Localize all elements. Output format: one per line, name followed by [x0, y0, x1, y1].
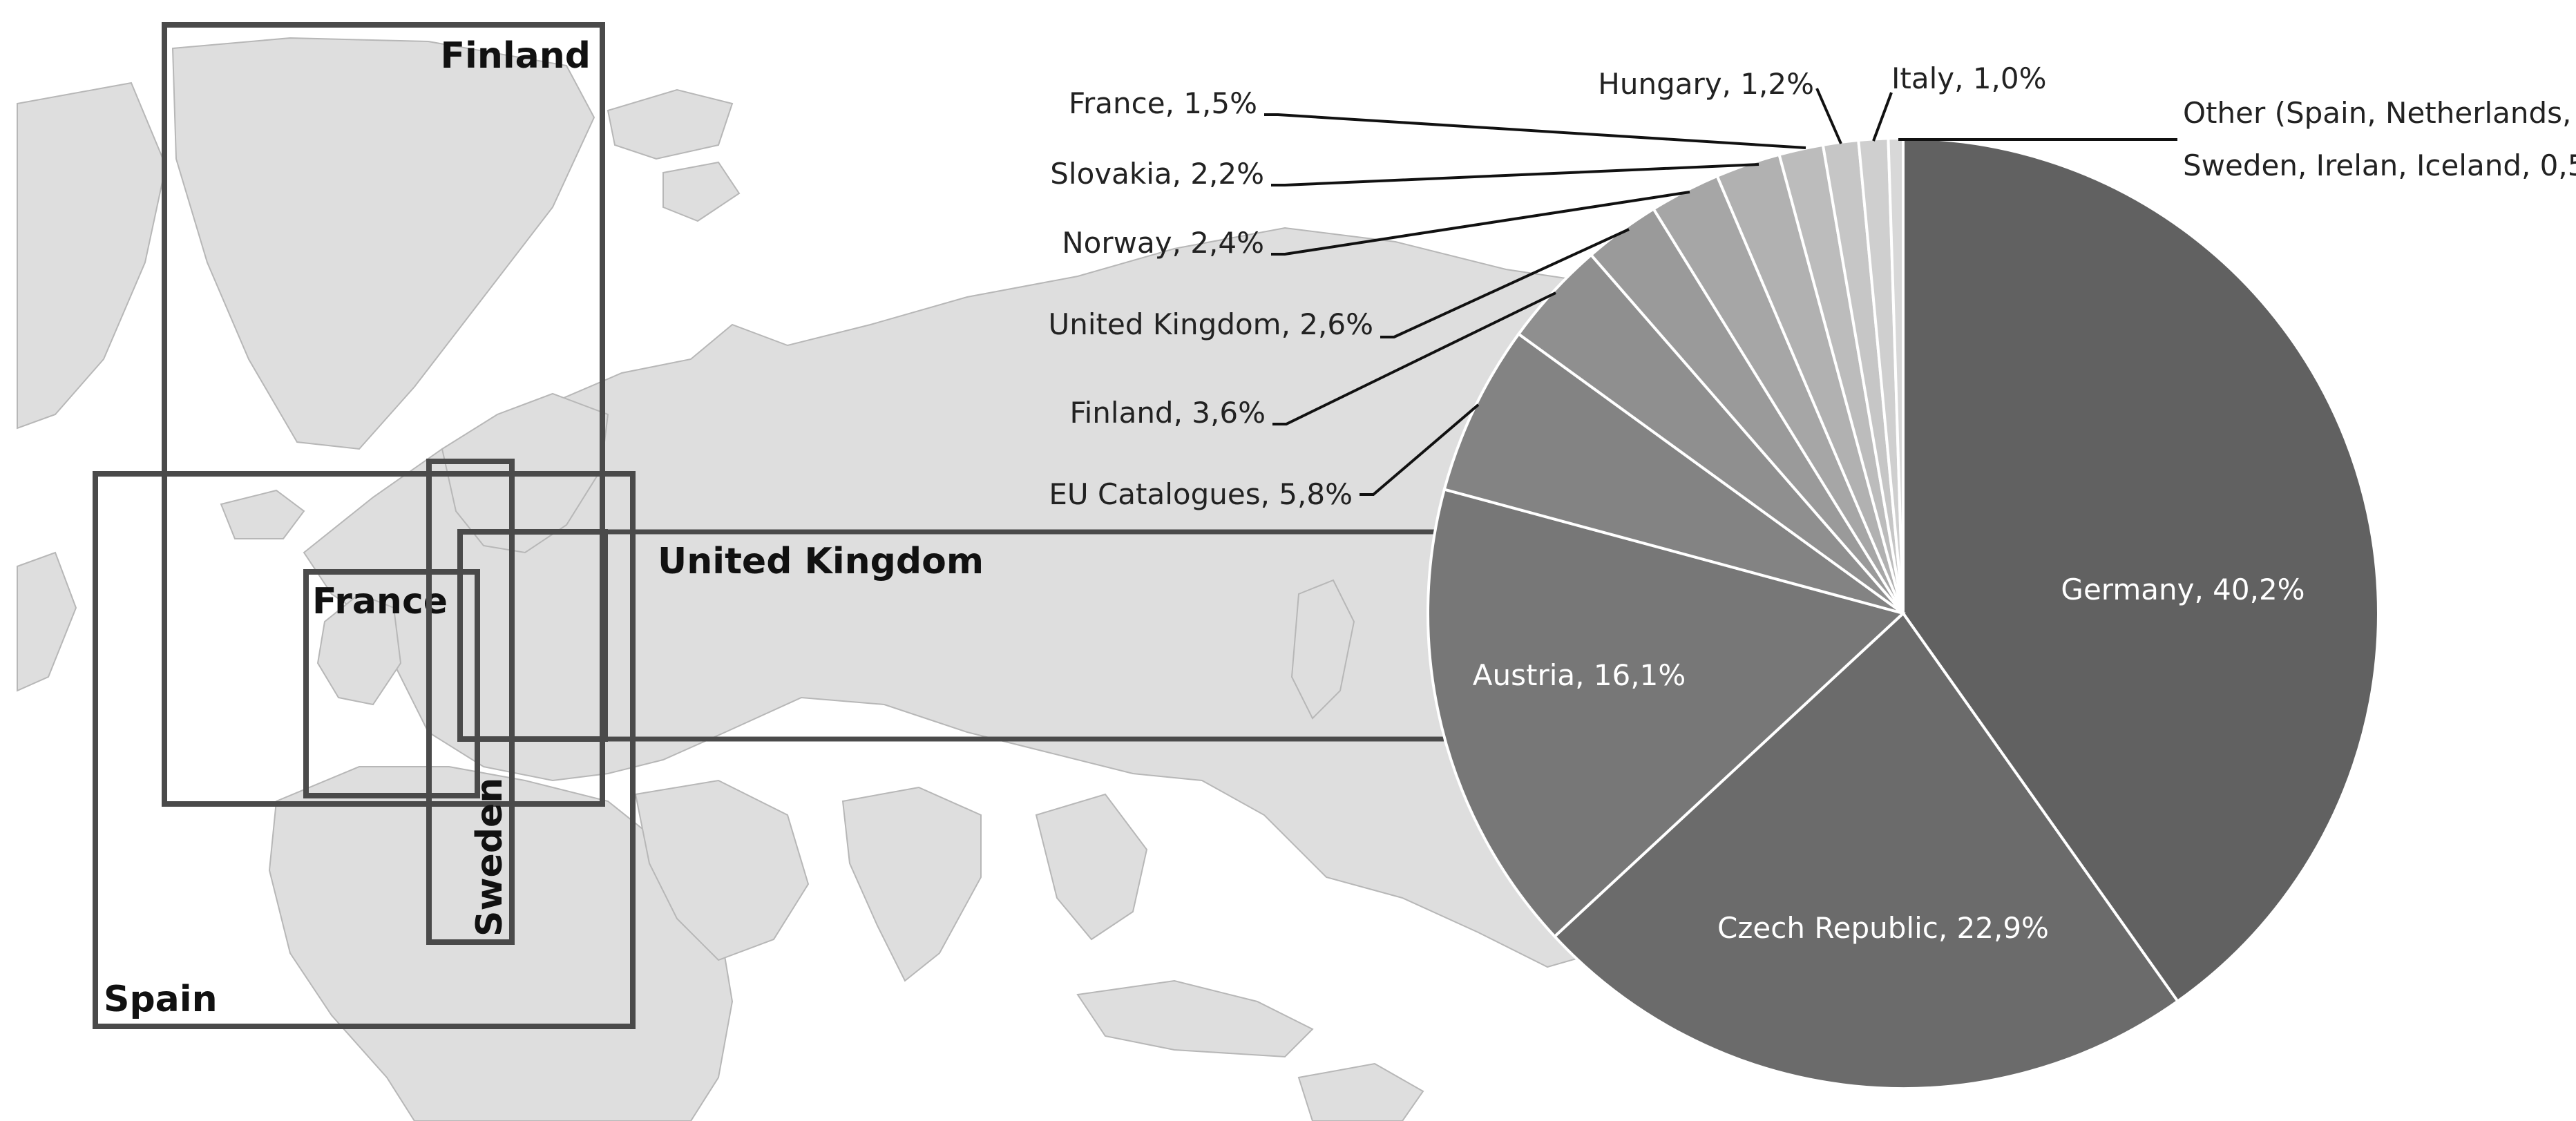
- slice-label-germany: Germany, 40,2%: [2061, 573, 2305, 606]
- region-box-finland: [162, 22, 605, 807]
- region-box-france: [303, 569, 480, 798]
- callout-other: Other (Spain, Netherlands, Sweden, Irela…: [2183, 96, 2576, 182]
- pie-inner-labels: Germany, 40,2% Czech Republic, 22,9% Aus…: [1473, 573, 2305, 945]
- pie-slices: [1427, 136, 2380, 1090]
- landmass-labrador: [17, 551, 77, 692]
- landmass-india: [841, 786, 982, 982]
- leader-italy: [1872, 92, 1893, 142]
- callout-france: France, 1,5%: [1069, 86, 1257, 120]
- leader-slovakia: [1271, 163, 1759, 186]
- pie-slice-germany: [1902, 136, 2380, 1004]
- callout-other-line-1: Other (Spain, Netherlands,: [2183, 96, 2571, 130]
- landmass-canada-edge: [17, 82, 167, 430]
- region-label-spain: Spain: [104, 979, 218, 1020]
- landmass-arabia: [634, 779, 810, 961]
- callout-slovakia: Slovakia, 2,2%: [1050, 157, 1264, 191]
- pie-slice-czech-republic: [1552, 611, 2180, 1090]
- region-box-sweden: [426, 459, 515, 945]
- landmass-iceland: [220, 489, 305, 539]
- landmass-british-isles: [316, 593, 402, 706]
- callout-norway: Norway, 2,4%: [1062, 226, 1264, 260]
- region-box-spain: [93, 471, 636, 1029]
- leader-eu-catalogues: [1359, 403, 1480, 496]
- landmass-japan: [1290, 579, 1355, 720]
- landmass-svalbard: [662, 161, 741, 222]
- leader-norway: [1271, 191, 1690, 256]
- callout-united-kingdom: United Kingdom, 2,6%: [1048, 307, 1373, 341]
- pie-callouts: EU Catalogues, 5,8% Finland, 3,6% United…: [1048, 61, 2576, 511]
- callout-hungary: Hungary, 1,2%: [1598, 67, 1814, 101]
- landmass-arctic-islands: [607, 88, 734, 160]
- region-label-france: France: [312, 581, 448, 622]
- callout-eu-catalogues: EU Catalogues, 5,8%: [1049, 477, 1353, 511]
- leader-hungary: [1815, 88, 1842, 144]
- slice-label-austria: Austria, 16,1%: [1473, 658, 1686, 692]
- leader-finland: [1272, 291, 1556, 425]
- map-regions: Finland Spain France Sweden United Kingd…: [93, 22, 1444, 1029]
- region-label-sweden: Sweden: [469, 778, 511, 937]
- leader-france: [1264, 113, 1806, 149]
- landmass-indonesia: [1076, 979, 1314, 1058]
- landmass-southeast-asia: [1035, 793, 1148, 941]
- landmass-greenland: [171, 37, 595, 450]
- pie-slice-austria: [1427, 488, 1907, 939]
- region-label-united-kingdom: United Kingdom: [658, 541, 984, 582]
- callout-other-line-2: Sweden, Irelan, Iceland, 0,5%): [2183, 148, 2576, 182]
- leader-united-kingdom: [1380, 228, 1630, 338]
- slice-label-czech-republic: Czech Republic, 22,9%: [1717, 911, 2049, 945]
- callout-finland: Finland, 3,6%: [1070, 396, 1266, 430]
- callout-italy: Italy, 1,0%: [1891, 61, 2047, 95]
- region-label-finland: Finland: [440, 35, 591, 77]
- landmass-new-guinea: [1297, 1062, 1424, 1121]
